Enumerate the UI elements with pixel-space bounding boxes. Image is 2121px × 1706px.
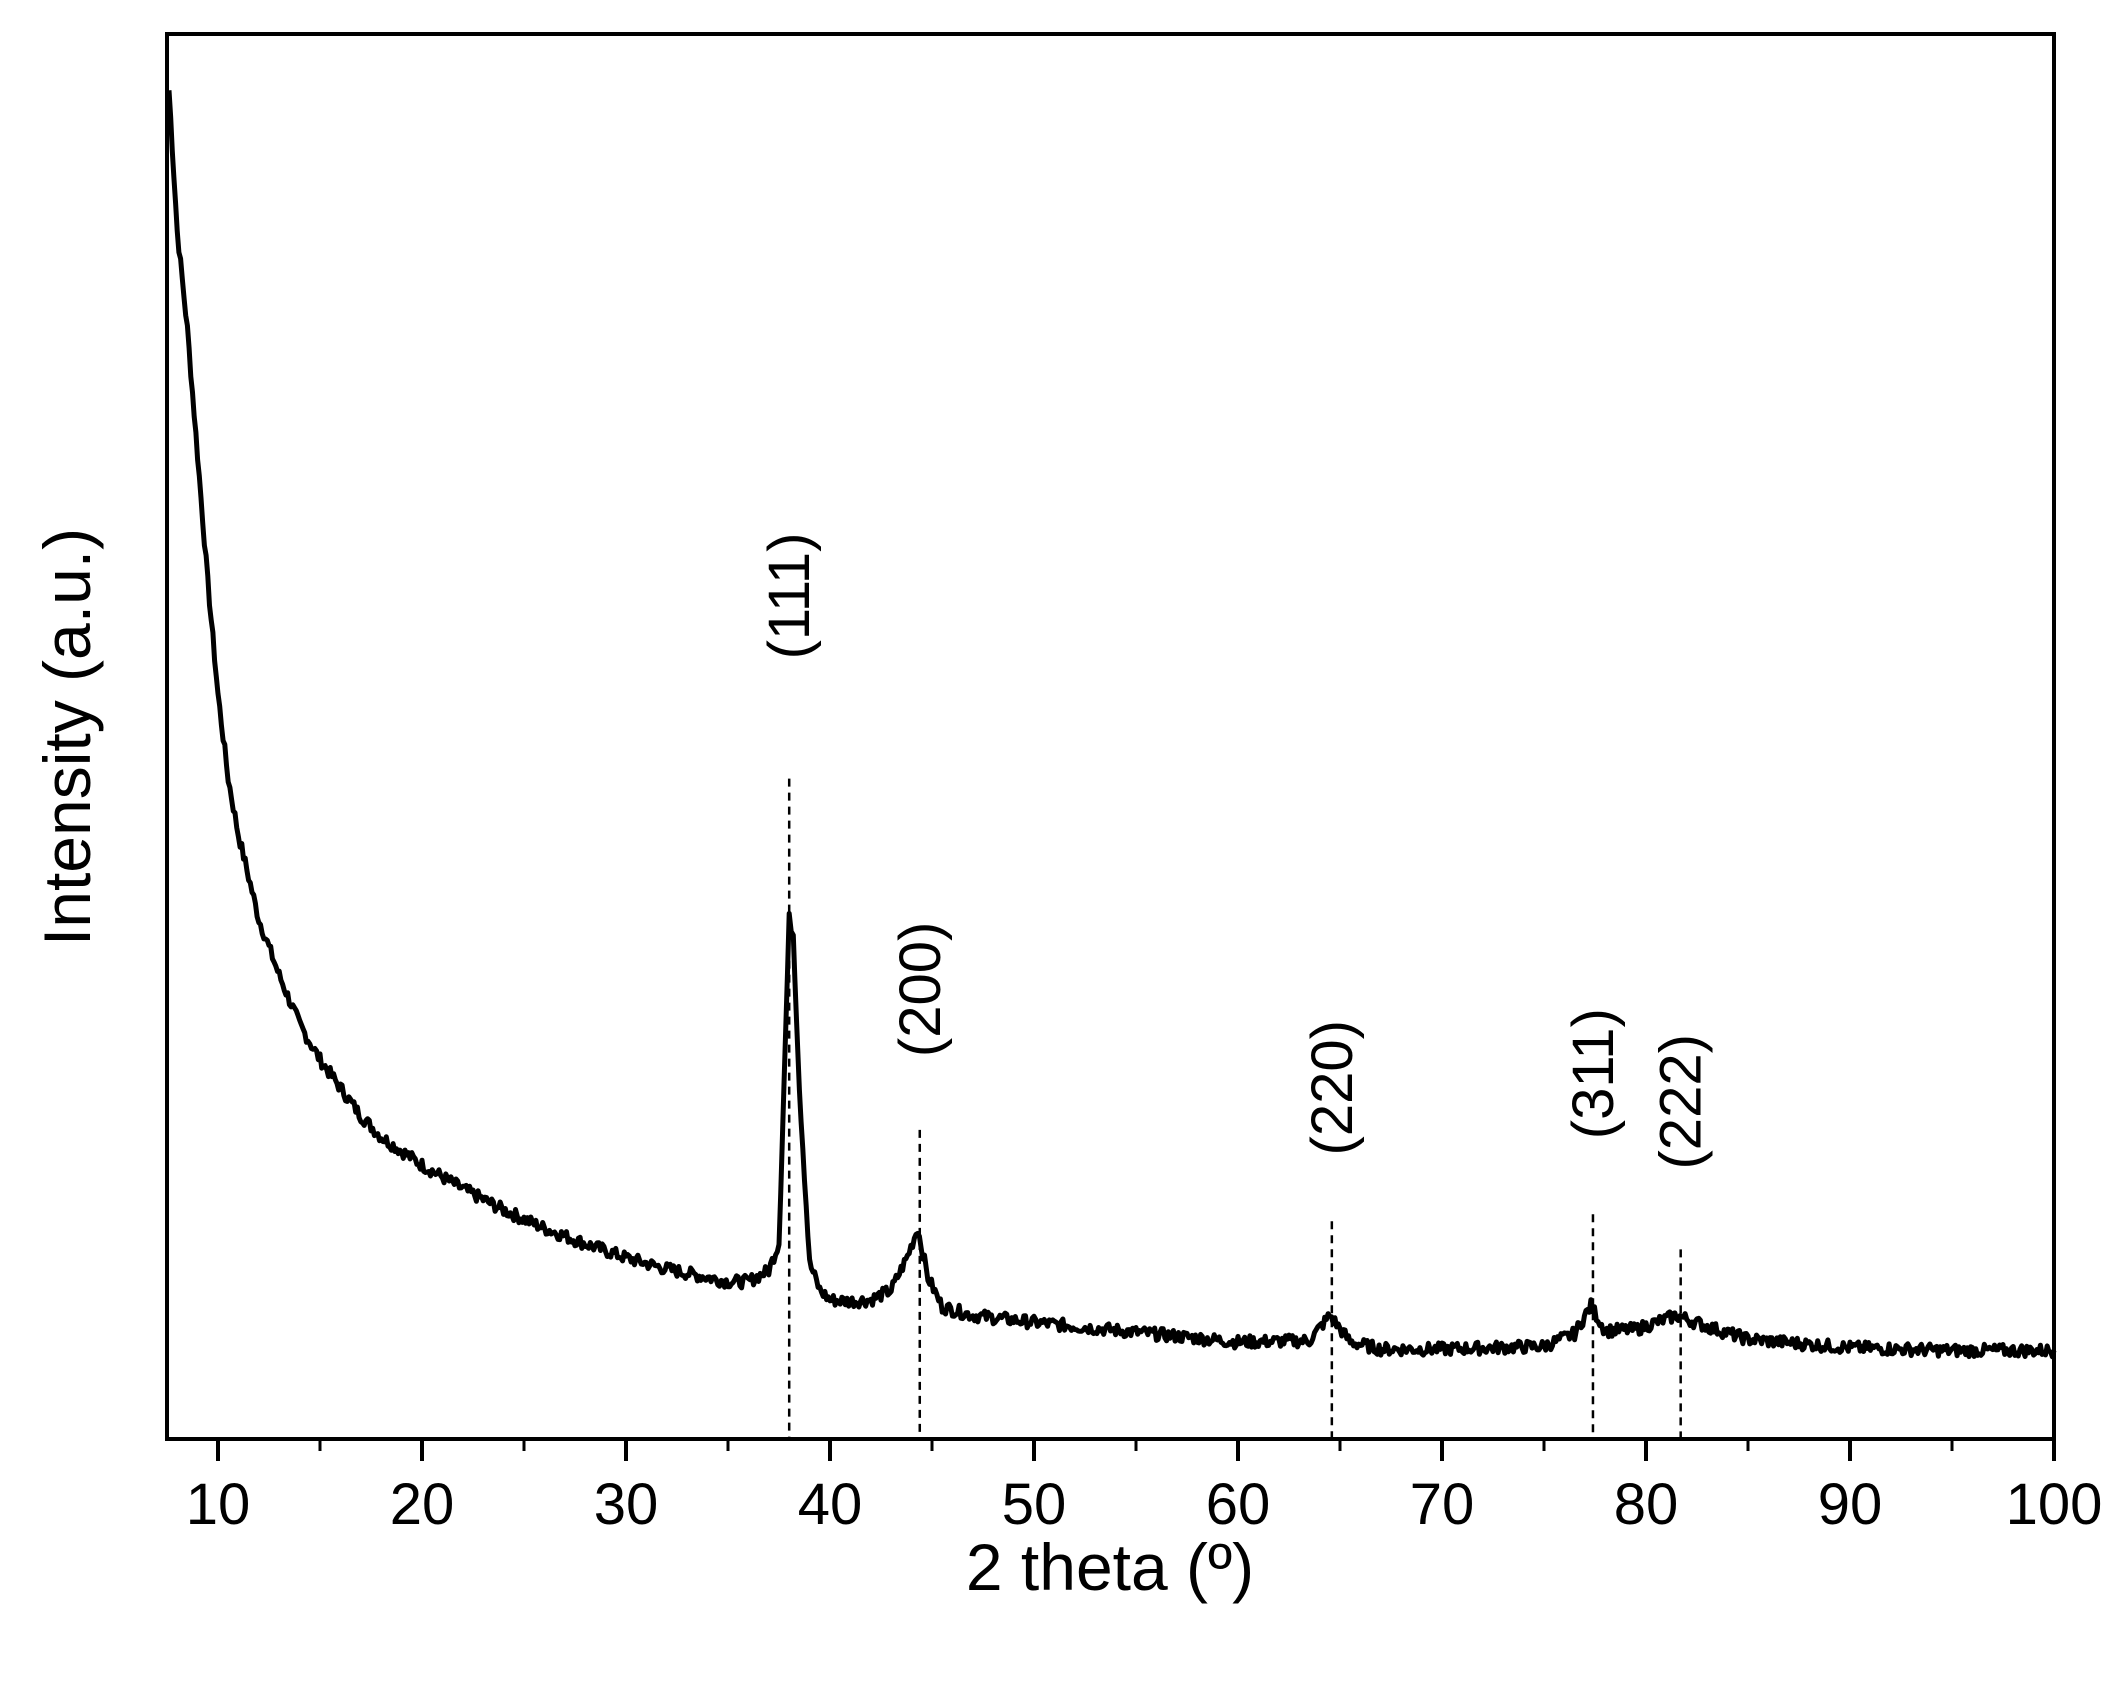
peak-label: (111) xyxy=(757,533,822,660)
x-tick-label: 30 xyxy=(594,1472,659,1537)
peak-label: (311) xyxy=(1561,1008,1626,1139)
x-tick-label: 90 xyxy=(1818,1472,1883,1537)
peak-label: (222) xyxy=(1649,1034,1714,1169)
x-axis-ticks: 10 20 30 40 50 60 70 80 90 100 xyxy=(186,1439,2103,1537)
x-tick-label: 80 xyxy=(1614,1472,1679,1537)
x-tick-label: 40 xyxy=(798,1472,863,1537)
x-tick-label: 60 xyxy=(1206,1472,1271,1537)
x-tick-label: 20 xyxy=(390,1472,455,1537)
peak-label: (220) xyxy=(1300,1020,1365,1155)
xrd-pattern-line xyxy=(166,90,2057,1360)
x-tick-label: 100 xyxy=(2006,1472,2103,1537)
y-axis-title: Intensity (a.u.) xyxy=(30,528,104,946)
peak-annotations: (111) (200) (220) (311) (222) xyxy=(757,533,1714,1439)
x-tick-label: 70 xyxy=(1410,1472,1475,1537)
series-layer xyxy=(166,90,2057,1360)
plot-frame-group xyxy=(165,32,2056,1441)
x-tick-label: 50 xyxy=(1002,1472,1067,1537)
x-axis-title: 2 theta (º) xyxy=(966,1530,1254,1604)
plot-frame xyxy=(165,32,2056,1441)
x-tick-label: 10 xyxy=(186,1472,251,1537)
peak-label: (200) xyxy=(888,922,953,1057)
